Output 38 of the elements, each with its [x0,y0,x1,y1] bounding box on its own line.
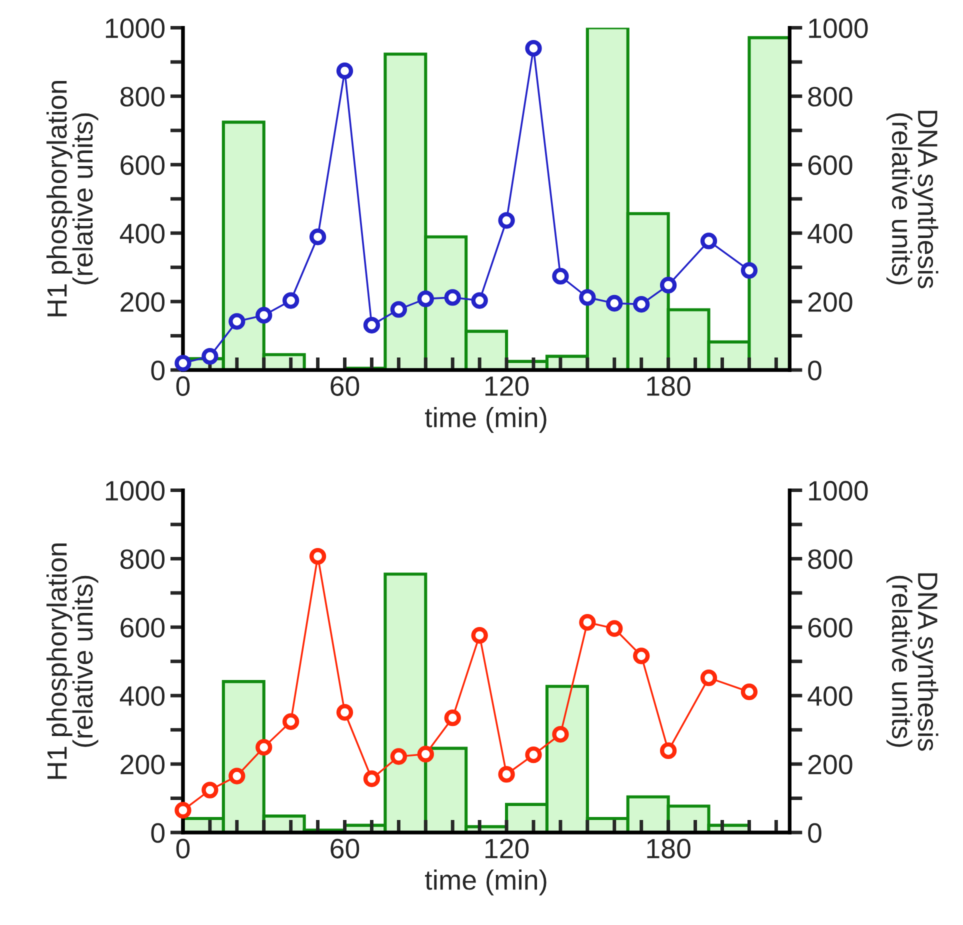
y-tick-label: 0 [151,823,165,843]
y-axis-title: H1 phosphorylation (relative units) [46,80,98,316]
x-tick-label: 0 [176,838,190,858]
y2-tick-label: 600 [808,155,852,175]
x-tick-label: 60 [330,376,360,396]
y-tick-label: 800 [120,549,165,570]
y-tick-label: 400 [120,686,165,706]
y2-tick-label: 600 [808,618,852,638]
x-axis-title: time (min) [425,870,546,896]
y-tick-label: 1000 [106,18,165,38]
y2-tick-label: 200 [808,292,852,312]
y-tick-label: 0 [151,360,165,380]
y-tick-label: 600 [120,618,165,638]
y-axis-title: H1 phosphorylation (relative units) [46,543,98,779]
y2-tick-label: 800 [808,549,852,570]
y2-tick-label: 0 [808,823,822,843]
x-tick-label: 180 [647,838,690,858]
x-tick-label: 60 [330,838,360,858]
x-tick-label: 0 [176,376,190,396]
x-axis-title: time (min) [425,407,546,433]
y-tick-label: 1000 [106,480,165,501]
y2-tick-label: 200 [808,754,852,774]
y2-tick-label: 400 [808,224,852,244]
x-tick-label: 180 [647,376,690,396]
y2-tick-label: 800 [808,86,852,107]
y-tick-label: 200 [120,754,165,774]
y2-tick-label: 1000 [809,480,868,501]
y-tick-label: 800 [120,86,165,107]
y-tick-label: 200 [120,292,165,312]
y2-tick-label: 0 [808,360,822,380]
x-tick-label: 120 [485,838,529,858]
y2-axis-title: DNA synthesis (relative units) [886,110,938,288]
y-tick-label: 600 [120,155,165,175]
y2-tick-label: 1000 [809,18,868,38]
y-tick-label: 400 [120,224,165,244]
y2-tick-label: 400 [808,686,852,706]
x-tick-label: 120 [485,376,529,396]
y2-axis-title: DNA synthesis (relative units) [886,573,938,751]
